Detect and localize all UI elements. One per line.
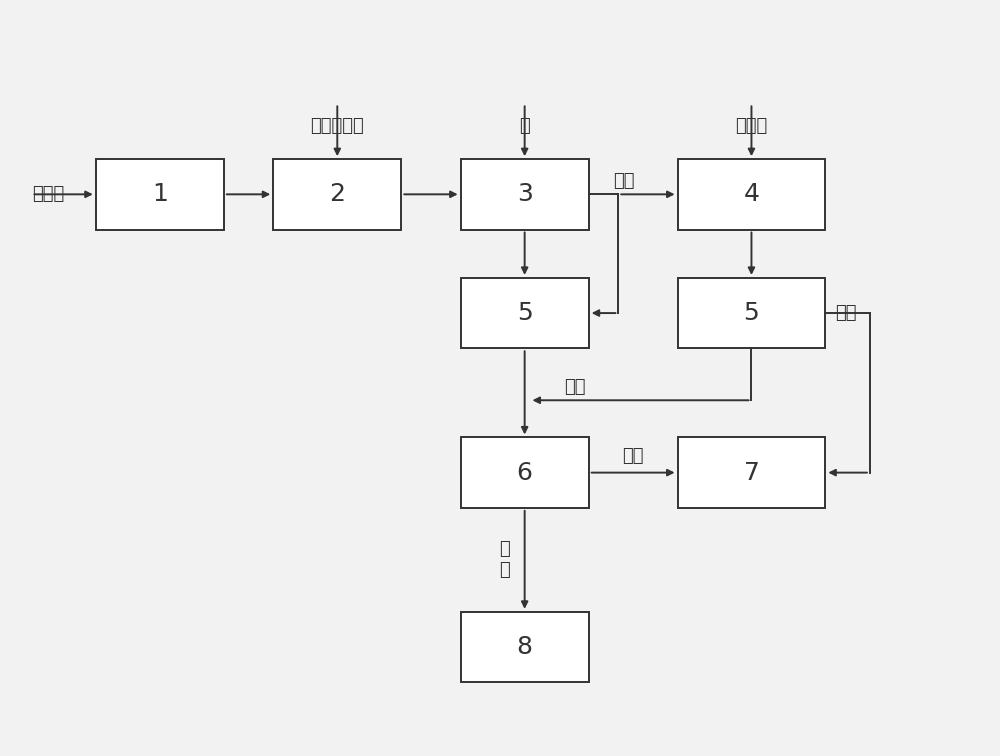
Text: 沼渣: 沼渣 (622, 448, 644, 465)
Text: 3: 3 (517, 182, 533, 206)
Text: 7: 7 (744, 460, 759, 485)
Text: 6: 6 (517, 460, 533, 485)
Bar (461, 438, 589, 508)
Text: 青贮添加剂: 青贮添加剂 (310, 116, 364, 135)
Text: 4: 4 (743, 182, 759, 206)
Text: 5: 5 (744, 301, 759, 325)
Bar (273, 159, 401, 230)
Text: 5: 5 (517, 301, 533, 325)
Text: 青秸秆: 青秸秆 (32, 185, 64, 203)
Text: 液体: 液体 (564, 378, 586, 396)
Text: 1: 1 (152, 182, 168, 206)
Bar (461, 159, 589, 230)
Bar (461, 612, 589, 682)
Bar (678, 438, 825, 508)
Text: 8: 8 (517, 635, 533, 659)
Text: 沼
液: 沼 液 (500, 541, 510, 579)
Text: 催化剂: 催化剂 (735, 116, 768, 135)
Text: 水: 水 (519, 116, 530, 135)
Bar (96, 159, 224, 230)
Bar (678, 277, 825, 349)
Bar (461, 277, 589, 349)
Text: 固体: 固体 (613, 172, 635, 190)
Bar (678, 159, 825, 230)
Text: 固渣: 固渣 (835, 304, 857, 322)
Text: 2: 2 (329, 182, 345, 206)
